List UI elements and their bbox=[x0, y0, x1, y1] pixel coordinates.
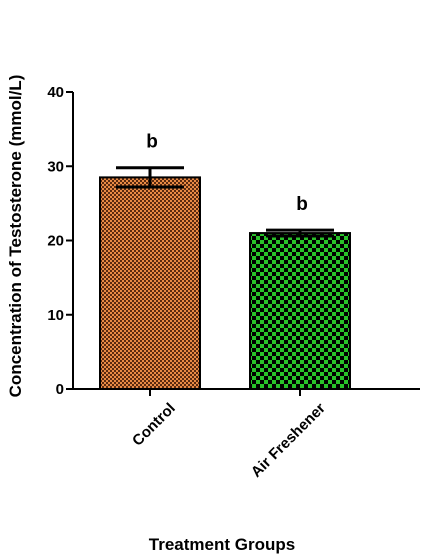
y-tick-label: 0 bbox=[56, 381, 64, 398]
significance-label: b bbox=[296, 194, 308, 215]
bars: bb bbox=[99, 132, 351, 390]
y-tick-label: 20 bbox=[47, 233, 64, 250]
x-ticks: Control Air Freshener bbox=[129, 389, 329, 481]
y-ticks: 0 10 20 30 40 bbox=[47, 84, 73, 398]
y-tick-label: 30 bbox=[47, 158, 64, 175]
x-tick-label: Control bbox=[129, 400, 179, 450]
bar-air-freshener bbox=[249, 232, 351, 390]
x-tick-label: Air Freshener bbox=[248, 400, 329, 481]
x-axis-label: Treatment Groups bbox=[149, 535, 295, 554]
y-tick-label: 40 bbox=[47, 84, 64, 101]
bar-control bbox=[99, 176, 201, 390]
significance-label: b bbox=[146, 132, 158, 153]
y-tick-label: 10 bbox=[47, 307, 64, 324]
y-axis-label: Concentration of Testosterone (mmol/L) bbox=[6, 75, 25, 398]
